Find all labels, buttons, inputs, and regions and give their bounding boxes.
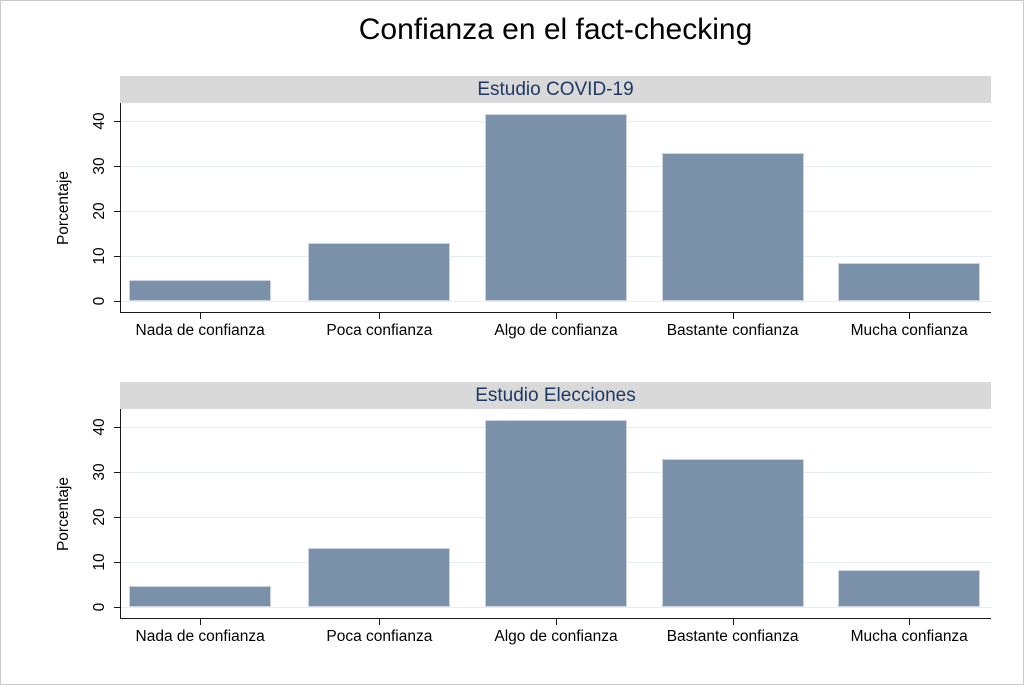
bar-mucha-confianza [838, 263, 981, 301]
y-tick-label-30: 30 [91, 463, 108, 481]
y-tick-label-10: 10 [91, 247, 108, 265]
panel-title: Estudio Elecciones [475, 385, 636, 406]
panel-estudio-covid19: Estudio COVID-19 0 10 20 30 40 Nada de confia… [55, 76, 991, 339]
panel-title-band: Estudio COVID-19 [120, 76, 991, 103]
y-tick-label-30: 30 [91, 157, 108, 175]
y-tick-label-20: 20 [91, 508, 108, 526]
x-category-label: Nada de confianza [135, 322, 265, 339]
y-tick-20 [114, 517, 121, 518]
x-tick-3 [556, 313, 557, 319]
x-category-label: Nada de confianza [135, 628, 265, 645]
panel-estudio-elecciones: Estudio Elecciones 0 10 20 30 40 Nada de conf… [55, 382, 991, 645]
y-tick-40 [114, 121, 121, 122]
x-tick-2 [379, 619, 381, 625]
x-tick-5 [909, 619, 911, 625]
x-tick-4 [732, 619, 734, 625]
bar-poca-confianza [308, 242, 451, 301]
bar-mucha-confianza [838, 569, 981, 607]
x-tick-2 [379, 313, 381, 319]
figure-title: Confianza en el fact-checking [358, 13, 753, 46]
y-tick-40 [114, 427, 121, 428]
y-tick-30 [114, 472, 121, 473]
x-tick-3 [556, 619, 557, 625]
x-category-label: Algo de confianza [494, 322, 618, 339]
x-tick-5 [909, 313, 911, 319]
x-category-label: Algo de confianza [494, 628, 618, 645]
bar-algo-de-confianza [485, 114, 627, 301]
y-tick-label-10: 10 [91, 553, 108, 571]
panel-title-band: Estudio Elecciones [120, 382, 991, 409]
y-tick-label-40: 40 [91, 418, 108, 436]
y-tick-label-40: 40 [91, 112, 108, 130]
x-category-label: Bastante confianza [666, 322, 799, 339]
y-tick-10 [114, 562, 121, 563]
y-tick-label-20: 20 [91, 202, 108, 220]
y-tick-0 [114, 301, 121, 302]
bar-nada-de-confianza [129, 586, 272, 607]
y-axis-title: Porcentaje [55, 170, 72, 245]
y-tick-0 [114, 607, 121, 608]
gridline-0 [121, 606, 991, 608]
x-category-label: Bastante confianza [666, 628, 799, 645]
x-category-label: Poca confianza [326, 322, 433, 339]
x-category-label: Mucha confianza [850, 628, 968, 645]
bar-nada-de-confianza [129, 279, 272, 301]
x-category-label: Mucha confianza [850, 322, 968, 339]
y-tick-label-0: 0 [91, 296, 108, 306]
plot-area-covid19: 0 10 20 30 40 Nada de confianza Poca confianza… [55, 103, 991, 339]
bar-poca-confianza [308, 548, 451, 607]
gridline-0 [121, 300, 991, 302]
x-tick-1 [200, 619, 202, 625]
bar-bastante-confianza [661, 459, 804, 607]
x-tick-4 [732, 313, 734, 319]
y-tick-20 [114, 211, 121, 212]
y-tick-10 [114, 256, 121, 257]
x-tick-1 [200, 313, 202, 319]
panel-title: Estudio COVID-19 [477, 79, 634, 100]
y-axis-title: Porcentaje [55, 476, 72, 551]
x-category-label: Poca confianza [326, 628, 433, 645]
y-tick-label-0: 0 [91, 602, 108, 612]
y-tick-30 [114, 166, 121, 167]
bar-algo-de-confianza [485, 419, 627, 607]
plot-area-elecciones: 0 10 20 30 40 Nada de confianza Poca confianza… [55, 409, 991, 645]
bar-bastante-confianza [661, 152, 804, 301]
